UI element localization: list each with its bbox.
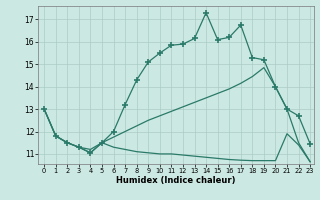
X-axis label: Humidex (Indice chaleur): Humidex (Indice chaleur) <box>116 176 236 185</box>
